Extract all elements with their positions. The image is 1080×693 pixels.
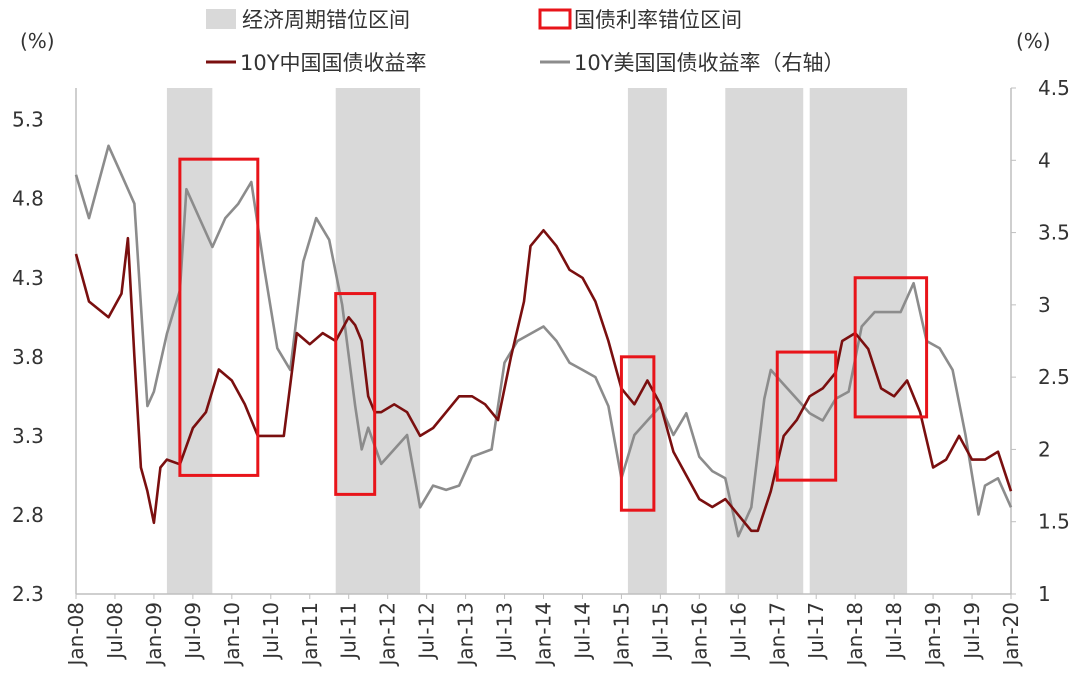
x-tick-label: Jul-10 xyxy=(259,602,283,661)
left-tick-label: 4.3 xyxy=(12,266,44,290)
x-tick-label: Jul-16 xyxy=(726,602,750,661)
x-tick-label: Jan-11 xyxy=(298,602,322,668)
right-tick-label: 2.5 xyxy=(1038,365,1070,389)
x-tick-label: Jan-10 xyxy=(220,602,244,668)
legend: 经济周期错位区间 国债利率错位区间 10Y中国国债收益率 10Y美国国债收益率（… xyxy=(206,8,845,75)
legend-swatch-shaded xyxy=(206,9,236,29)
right-tick-label: 4 xyxy=(1038,148,1051,172)
x-tick-label: Jul-19 xyxy=(960,602,984,661)
series-lines xyxy=(74,144,1013,538)
x-tick-label: Jan-20 xyxy=(999,602,1023,668)
left-tick-label: 5.3 xyxy=(12,108,44,132)
box-period xyxy=(853,276,929,419)
cn-10y-yield-line xyxy=(74,229,1013,533)
x-tick-label: Jul-18 xyxy=(882,602,906,661)
axes: 2.3 2.8 3.3 3.8 4.3 4.8 5.3 1 1.5 2 2.5 3 3.5 4 4.5 Jan… xyxy=(12,76,1070,668)
left-axis-unit-label: (%) xyxy=(20,29,55,53)
x-tick-label: Jul-13 xyxy=(493,602,517,661)
right-axis-unit-label: (%) xyxy=(1016,29,1051,53)
x-tick-label: Jan-19 xyxy=(921,602,945,668)
x-tick-label: Jul-08 xyxy=(103,602,127,661)
left-tick-label: 3.8 xyxy=(12,345,44,369)
right-tick-label: 2 xyxy=(1038,437,1051,461)
legend-swatch-box xyxy=(538,8,572,30)
shaded-periods xyxy=(166,88,908,594)
x-tick-label: Jul-17 xyxy=(804,602,828,661)
box-period xyxy=(775,350,838,482)
x-tick-label: Jan-09 xyxy=(142,602,166,668)
x-tick-label: Jan-08 xyxy=(64,602,88,668)
left-tick-label: 2.3 xyxy=(12,582,44,606)
x-tick-label: Jan-12 xyxy=(376,602,400,668)
x-tick-label: Jul-12 xyxy=(415,602,439,661)
x-tick-label: Jan-16 xyxy=(687,602,711,668)
shaded-period xyxy=(725,88,804,594)
box-period xyxy=(334,292,377,496)
x-tick-label: Jul-15 xyxy=(648,602,672,661)
x-tick-label: Jan-13 xyxy=(454,602,478,668)
right-tick-label: 4.5 xyxy=(1038,76,1070,100)
left-tick-label: 4.8 xyxy=(12,187,44,211)
right-tick-label: 3 xyxy=(1038,293,1051,317)
left-tick-label: 3.3 xyxy=(12,424,44,448)
right-tick-label: 1.5 xyxy=(1038,510,1070,534)
box-period xyxy=(178,157,260,477)
box-periods xyxy=(178,157,929,512)
shaded-period xyxy=(335,88,421,594)
shaded-period xyxy=(627,88,667,594)
legend-label-cn-line: 10Y中国国债收益率 xyxy=(240,51,427,75)
legend-label-shaded: 经济周期错位区间 xyxy=(242,8,410,32)
x-tick-label: Jul-14 xyxy=(570,602,594,661)
box-period xyxy=(619,355,656,512)
x-tick-label: Jan-18 xyxy=(843,602,867,668)
legend-label-box: 国债利率错位区间 xyxy=(574,8,742,32)
right-tick-label: 1 xyxy=(1038,582,1051,606)
x-tick-label: Jan-15 xyxy=(609,602,633,668)
x-tick-label: Jan-14 xyxy=(532,602,556,668)
x-tick-label: Jul-11 xyxy=(337,602,361,661)
legend-label-us-line: 10Y美国国债收益率（右轴） xyxy=(574,51,845,75)
x-tick-label: Jan-17 xyxy=(765,602,789,668)
right-tick-label: 3.5 xyxy=(1038,221,1070,245)
x-tick-label: Jul-09 xyxy=(181,602,205,661)
shaded-period xyxy=(166,88,213,594)
left-tick-label: 2.8 xyxy=(12,503,44,527)
us-10y-yield-line xyxy=(74,144,1013,538)
